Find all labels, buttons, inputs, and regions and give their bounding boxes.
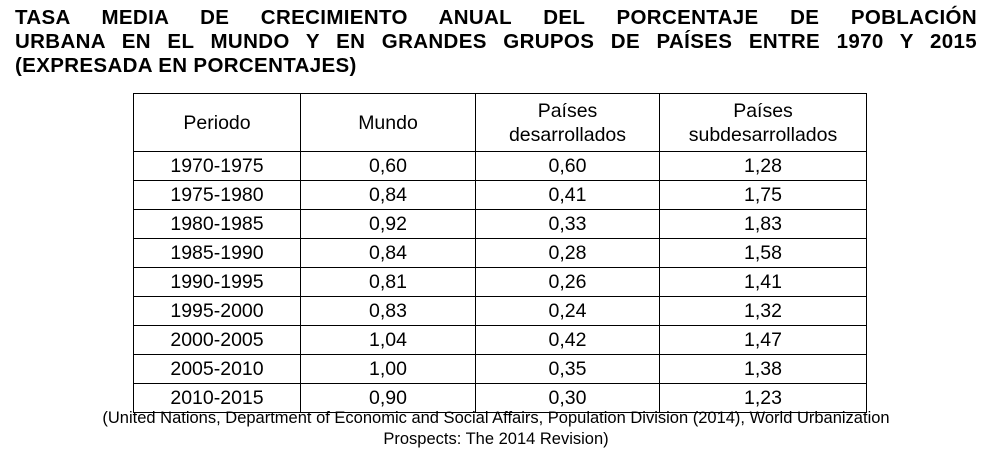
mundo-cell: 0,84 bbox=[300, 180, 476, 210]
subdesarrollados-cell: 1,83 bbox=[659, 209, 867, 239]
mundo-cell: 0,81 bbox=[300, 267, 476, 297]
table-body: 1970-1975 0,60 0,60 1,28 1975-1980 0,84 0,41 1,… bbox=[133, 151, 867, 413]
mundo-cell: 0,60 bbox=[300, 151, 476, 181]
source-citation: (United Nations, Department of Economic … bbox=[10, 408, 982, 450]
mundo-cell: 0,84 bbox=[300, 238, 476, 268]
subdesarrollados-cell: 1,58 bbox=[659, 238, 867, 268]
header-mundo: Mundo bbox=[300, 93, 476, 152]
subdesarrollados-cell: 1,41 bbox=[659, 267, 867, 297]
table-row: 1980-1985 0,92 0,33 1,83 bbox=[133, 209, 867, 239]
header-subdesarrollados-line-1: Países bbox=[733, 99, 793, 122]
periodo-cell: 2005-2010 bbox=[133, 354, 301, 384]
header-periodo: Periodo bbox=[133, 93, 301, 152]
periodo-cell: 2010-2015 bbox=[133, 383, 301, 413]
table-row: 2010-2015 0,90 0,30 1,23 bbox=[133, 383, 867, 413]
mundo-cell: 1,04 bbox=[300, 325, 476, 355]
header-desarrollados-line-2: desarrollados bbox=[508, 123, 627, 146]
document-title: TASA MEDIA DE CRECIMIENTO ANUAL DEL PORC… bbox=[15, 6, 977, 78]
desarrollados-cell: 0,33 bbox=[475, 209, 660, 239]
table-row: 1995-2000 0,83 0,24 1,32 bbox=[133, 296, 867, 326]
table-row: 2000-2005 1,04 0,42 1,47 bbox=[133, 325, 867, 355]
header-subdesarrollados-line-2: subdesarrollados bbox=[688, 123, 838, 146]
periodo-cell: 1990-1995 bbox=[133, 267, 301, 297]
subdesarrollados-cell: 1,38 bbox=[659, 354, 867, 384]
subdesarrollados-cell: 1,23 bbox=[659, 383, 867, 413]
mundo-cell: 0,92 bbox=[300, 209, 476, 239]
header-periodo-label: Periodo bbox=[183, 111, 251, 134]
table-row: 2005-2010 1,00 0,35 1,38 bbox=[133, 354, 867, 384]
periodo-cell: 1975-1980 bbox=[133, 180, 301, 210]
mundo-cell: 1,00 bbox=[300, 354, 476, 384]
table-row: 1975-1980 0,84 0,41 1,75 bbox=[133, 180, 867, 210]
table-row: 1990-1995 0,81 0,26 1,41 bbox=[133, 267, 867, 297]
title-line-2: URBANA EN EL MUNDO Y EN GRANDES GRUPOS D… bbox=[15, 30, 977, 53]
mundo-cell: 0,83 bbox=[300, 296, 476, 326]
source-line-2: Prospects: The 2014 Revision) bbox=[383, 430, 609, 448]
title-line-3: (EXPRESADA EN PORCENTAJES) bbox=[15, 54, 357, 77]
desarrollados-cell: 0,28 bbox=[475, 238, 660, 268]
desarrollados-cell: 0,24 bbox=[475, 296, 660, 326]
subdesarrollados-cell: 1,28 bbox=[659, 151, 867, 181]
desarrollados-cell: 0,41 bbox=[475, 180, 660, 210]
periodo-cell: 1995-2000 bbox=[133, 296, 301, 326]
header-paises-subdesarrollados: Países subdesarrollados bbox=[659, 93, 867, 152]
subdesarrollados-cell: 1,32 bbox=[659, 296, 867, 326]
desarrollados-cell: 0,26 bbox=[475, 267, 660, 297]
table-header-row: Periodo Mundo Países desarrollados Países… bbox=[133, 93, 867, 152]
table-row: 1985-1990 0,84 0,28 1,58 bbox=[133, 238, 867, 268]
desarrollados-cell: 0,35 bbox=[475, 354, 660, 384]
subdesarrollados-cell: 1,47 bbox=[659, 325, 867, 355]
periodo-cell: 1970-1975 bbox=[133, 151, 301, 181]
periodo-cell: 1985-1990 bbox=[133, 238, 301, 268]
growth-rate-table: Periodo Mundo Países desarrollados Países… bbox=[133, 93, 867, 413]
header-mundo-label: Mundo bbox=[358, 111, 418, 134]
desarrollados-cell: 0,60 bbox=[475, 151, 660, 181]
subdesarrollados-cell: 1,75 bbox=[659, 180, 867, 210]
header-paises-desarrollados: Países desarrollados bbox=[475, 93, 660, 152]
header-desarrollados-line-1: Países bbox=[537, 99, 598, 122]
periodo-cell: 2000-2005 bbox=[133, 325, 301, 355]
table-row: 1970-1975 0,60 0,60 1,28 bbox=[133, 151, 867, 181]
source-line-1: (United Nations, Department of Economic … bbox=[102, 409, 890, 427]
desarrollados-cell: 0,42 bbox=[475, 325, 660, 355]
title-line-1: TASA MEDIA DE CRECIMIENTO ANUAL DEL PORC… bbox=[15, 6, 977, 29]
periodo-cell: 1980-1985 bbox=[133, 209, 301, 239]
mundo-cell: 0,90 bbox=[300, 383, 476, 413]
